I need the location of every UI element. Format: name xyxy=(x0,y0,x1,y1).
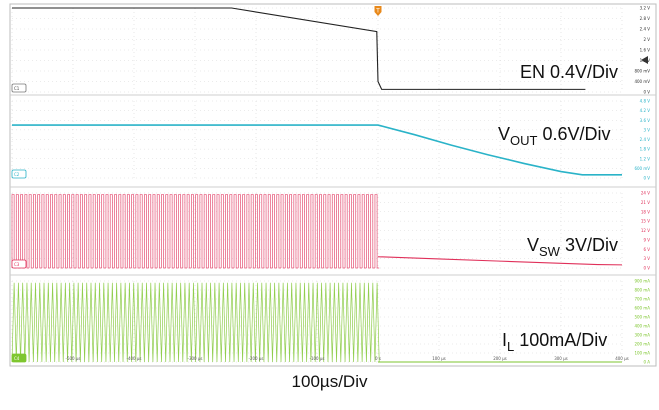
tick-label: 15 V xyxy=(641,219,650,224)
channel-tag-text: C2 xyxy=(14,172,20,177)
tick-label: 3 V xyxy=(643,127,650,132)
label-tail: 100mA/Div xyxy=(514,330,607,350)
tick-label: 24 V xyxy=(641,191,650,196)
x-tick-label: 300 µs xyxy=(554,356,568,361)
x-tick-label: 0 s xyxy=(375,356,381,361)
channel-tag-c1: C1 xyxy=(11,83,27,93)
label-main: V xyxy=(527,235,539,255)
plot-frame xyxy=(9,3,657,367)
level-arrow-icon xyxy=(641,56,648,64)
x-tick-label: -300 µs xyxy=(188,356,203,361)
tick-label: 18 V xyxy=(641,209,650,214)
tick-label: 2.8 V xyxy=(640,16,651,21)
channel-tag-text: C4 xyxy=(14,356,20,361)
trace-vout xyxy=(12,124,622,176)
x-tick-label: 200 µs xyxy=(493,356,507,361)
tick-label: 800 mA xyxy=(634,288,650,293)
tick-label: 500 mA xyxy=(634,315,650,320)
label-tail: 3V/Div xyxy=(560,235,618,255)
tick-label: 3.6 V xyxy=(640,118,651,123)
panel-c3: 24 V 21 V 18 V 15 V 12 V 9 V 6 V 3 V 0 V C3 VSW 3V… xyxy=(10,186,656,271)
timebase-caption: 100µs/Div xyxy=(291,372,368,391)
tick-label: 0 A xyxy=(643,360,650,365)
tick-label: 700 mA xyxy=(634,297,650,302)
channel-tag-text: C3 xyxy=(14,262,20,267)
tick-label: 600 mV xyxy=(634,166,650,171)
tick-label: 3 V xyxy=(643,256,650,261)
tick-label: 1.6 V xyxy=(640,48,651,53)
channel-tag-box xyxy=(11,83,27,93)
tick-label: 200 mA xyxy=(634,342,650,347)
x-tick-label: -500 µs xyxy=(66,356,81,361)
tick-label: 400 mA xyxy=(634,324,650,329)
tick-label: 6 V xyxy=(643,247,650,252)
tick-label: 21 V xyxy=(641,200,650,205)
x-tick-label: -200 µs xyxy=(249,356,264,361)
label-tail: 0.6V/Div xyxy=(537,124,610,144)
tick-label: 12 V xyxy=(641,228,650,233)
tick-label: 1.2 V xyxy=(640,156,651,161)
channel-label-en: EN 0.4V/Div xyxy=(520,62,618,82)
tick-label: 800 mV xyxy=(634,69,650,74)
x-tick-label: 100 µs xyxy=(432,356,446,361)
channel-tag-box xyxy=(11,169,27,179)
trace-en xyxy=(12,7,586,90)
tick-label: 0 V xyxy=(643,90,650,95)
channel-tag-box xyxy=(11,259,27,269)
tick-label: 2 V xyxy=(643,37,650,42)
label-main: I xyxy=(502,330,507,350)
tick-label: 900 mA xyxy=(634,279,650,284)
tick-label: 4.2 V xyxy=(640,108,651,113)
trigger-marker-text: T xyxy=(375,8,380,15)
panel-c4: 900 mA 800 mA 700 mA 600 mA 500 mA 400 mA 300 … xyxy=(10,274,656,365)
trace-vsw-switching xyxy=(11,194,380,269)
channel-tag-c3: C3 xyxy=(11,259,27,269)
label-subscript: SW xyxy=(539,244,561,259)
tick-label: 0 V xyxy=(643,176,650,181)
tick-label: 100 mA xyxy=(634,351,650,356)
channel-tag-text: C1 xyxy=(14,86,20,91)
tick-label: 400 mV xyxy=(634,79,650,84)
x-tick-label: -100 µs xyxy=(310,356,325,361)
tick-label: 1.8 V xyxy=(640,147,651,152)
channel-tag-box xyxy=(11,353,27,363)
tick-label: 4.8 V xyxy=(640,99,651,104)
label-subscript: OUT xyxy=(510,133,538,148)
channel-label-vsw: VSW 3V/Div xyxy=(527,235,618,259)
tick-label: 300 mA xyxy=(634,333,650,338)
channel-tag-c4: C4 xyxy=(11,353,27,363)
x-tick-label: 400 µs xyxy=(615,356,629,361)
tick-label: 2.4 V xyxy=(640,137,651,142)
panel-c2: 4.8 V 4.2 V 3.6 V 3 V 2.4 V 1.8 V 1.2 V 600 mV 0… xyxy=(10,94,656,181)
channel-label-vout: VOUT 0.6V/Div xyxy=(498,124,611,148)
label-subscript: L xyxy=(507,339,514,354)
channel-label-il: IL 100mA/Div xyxy=(502,330,607,354)
trace-vsw xyxy=(377,256,623,266)
tick-label: 3.2 V xyxy=(640,6,651,11)
tick-label: 9 V xyxy=(643,237,650,242)
tick-label: 0 V xyxy=(643,266,650,271)
tick-label: 2.4 V xyxy=(640,27,651,32)
trace-il-switching xyxy=(11,282,380,363)
label-main: V xyxy=(498,124,510,144)
trigger-marker-shape xyxy=(374,6,382,16)
x-tick-label: -400 µs xyxy=(127,356,142,361)
label-main: EN 0.4V/Div xyxy=(520,62,618,82)
tick-label: 600 mA xyxy=(634,306,650,311)
channel-tag-c2: C2 xyxy=(11,169,27,179)
trigger-marker: T xyxy=(374,6,382,16)
